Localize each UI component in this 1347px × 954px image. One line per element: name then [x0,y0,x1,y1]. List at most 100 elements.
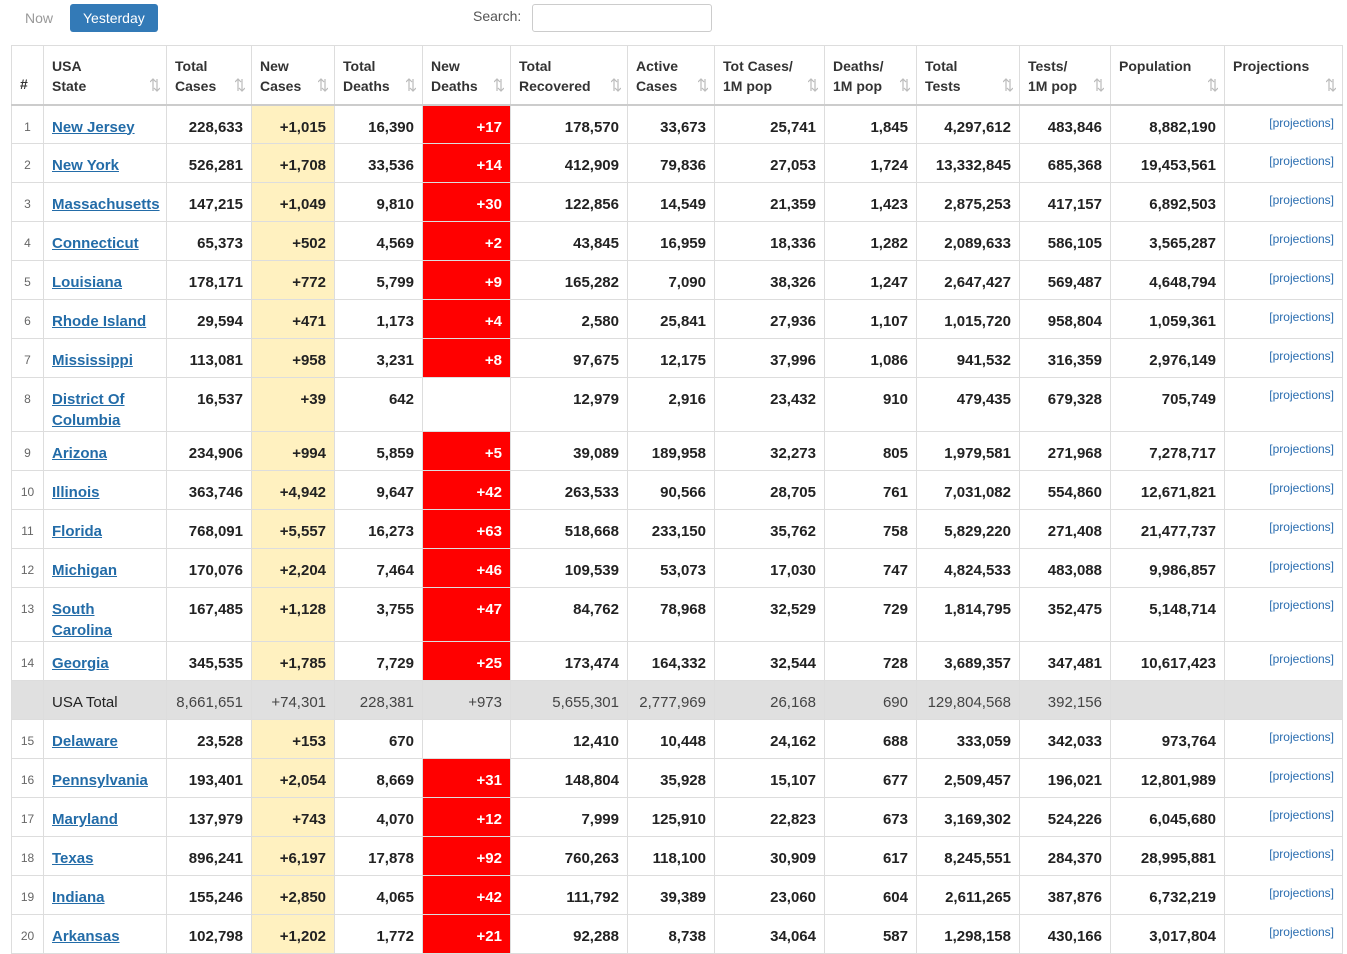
state-link[interactable]: Illinois [52,484,100,501]
projections-link[interactable]: [projections] [1269,886,1334,900]
column-header[interactable]: Total Tests [916,45,1020,106]
cell: 79,836 [627,143,715,183]
cell: [projections] [1224,431,1343,471]
column-header[interactable]: New Cases [251,45,335,106]
cell: [projections] [1224,377,1343,432]
column-header[interactable]: Active Cases [627,45,715,106]
cell: 3,169,302 [916,797,1020,837]
cell: +958 [251,338,335,378]
cell: [projections] [1224,914,1343,954]
state-link[interactable]: District Of Columbia [52,391,125,429]
cell [11,680,44,720]
search-input[interactable] [532,4,712,32]
cell: 586,105 [1019,221,1111,261]
projections-link[interactable]: [projections] [1269,349,1334,363]
cell: 25,741 [714,104,825,144]
cell: 193,401 [166,758,252,798]
projections-link[interactable]: [projections] [1269,730,1334,744]
cell: 8,245,551 [916,836,1020,876]
cell: 23,060 [714,875,825,915]
state-link[interactable]: Connecticut [52,235,139,252]
projections-link[interactable]: [projections] [1269,442,1334,456]
state-link[interactable]: Rhode Island [52,313,147,330]
cell: [projections] [1224,104,1343,144]
cell: 78,968 [627,587,715,642]
column-header[interactable]: Projections [1224,45,1343,106]
column-header[interactable]: Tot Cases/1M pop [714,45,825,106]
projections-link[interactable]: [projections] [1269,310,1334,324]
projections-link[interactable]: [projections] [1269,598,1334,612]
state-link[interactable]: Pennsylvania [52,772,148,789]
sort-icon [235,77,245,92]
projections-link[interactable]: [projections] [1269,193,1334,207]
state-link[interactable]: Florida [52,523,103,540]
state-link[interactable]: South Carolina [52,601,113,639]
tab-yesterday[interactable]: Yesterday [70,4,158,32]
cell: 189,958 [627,431,715,471]
cell: 1 [11,104,44,144]
state-link[interactable]: Massachusetts [52,196,160,213]
cell: [projections] [1224,470,1343,510]
cell [1224,680,1343,720]
projections-link[interactable]: [projections] [1269,154,1334,168]
table-row: 3 Massachusetts 147,215 +1,049 9,810 +30 122,8… [11,182,1343,222]
header-text: Deaths/ [833,58,884,74]
cell: [projections] [1224,797,1343,837]
sort-icon [698,77,708,92]
projections-link[interactable]: [projections] [1269,388,1334,402]
header-text: Recovered [519,78,591,94]
cell: 430,166 [1019,914,1111,954]
state-link[interactable]: Michigan [52,562,118,579]
cell: 569,487 [1019,260,1111,300]
column-header[interactable]: Total Deaths [334,45,423,106]
projections-link[interactable]: [projections] [1269,652,1334,666]
projections-link[interactable]: [projections] [1269,115,1334,130]
sort-icon [318,77,328,92]
cell: Mississippi [43,338,167,378]
cell: 1,298,158 [916,914,1020,954]
projections-link[interactable]: [projections] [1269,520,1334,534]
projections-link[interactable]: [projections] [1269,925,1334,939]
projections-link[interactable]: [projections] [1269,232,1334,246]
projections-link[interactable]: [projections] [1269,559,1334,573]
projections-link[interactable]: [projections] [1269,271,1334,285]
column-header[interactable]: # [11,45,44,106]
state-link[interactable]: Georgia [52,655,109,672]
projections-link[interactable]: [projections] [1269,481,1334,495]
column-header[interactable]: Total Recovered [510,45,628,106]
cell: 23,528 [166,719,252,759]
state-link[interactable]: Texas [52,850,94,867]
sort-icon [1208,77,1218,92]
state-link[interactable]: Arizona [52,445,108,462]
column-header[interactable]: Population [1110,45,1225,106]
state-link[interactable]: Delaware [52,733,118,750]
cell: 9 [11,431,44,471]
cell: 1,247 [824,260,917,300]
cell: Connecticut [43,221,167,261]
state-link[interactable]: Indiana [52,889,105,906]
cell: 17 [11,797,44,837]
cell: 39,089 [510,431,628,471]
projections-link[interactable]: [projections] [1269,847,1334,861]
cell: 43,845 [510,221,628,261]
column-header[interactable]: Tests/1M pop [1019,45,1111,106]
column-header[interactable]: Deaths/1M pop [824,45,917,106]
state-link[interactable]: Maryland [52,811,118,828]
column-header[interactable]: USA State [43,45,167,106]
header-text: Population [1119,58,1192,74]
tab-now[interactable]: Now [25,10,54,26]
state-link[interactable]: Mississippi [52,352,133,369]
column-header[interactable]: Total Cases [166,45,252,106]
table-row: 6 Rhode Island 29,594 +471 1,173 +4 2,580 25,84… [11,299,1343,339]
cell: 768,091 [166,509,252,549]
projections-link[interactable]: [projections] [1269,769,1334,783]
state-link[interactable]: New York [52,157,119,174]
state-link[interactable]: Arkansas [52,928,120,945]
state-link[interactable]: New Jersey [52,118,135,136]
state-link[interactable]: Louisiana [52,274,123,291]
projections-link[interactable]: [projections] [1269,808,1334,822]
cell: 526,281 [166,143,252,183]
cell: Illinois [43,470,167,510]
cell: 167,485 [166,587,252,642]
column-header[interactable]: New Deaths [422,45,511,106]
